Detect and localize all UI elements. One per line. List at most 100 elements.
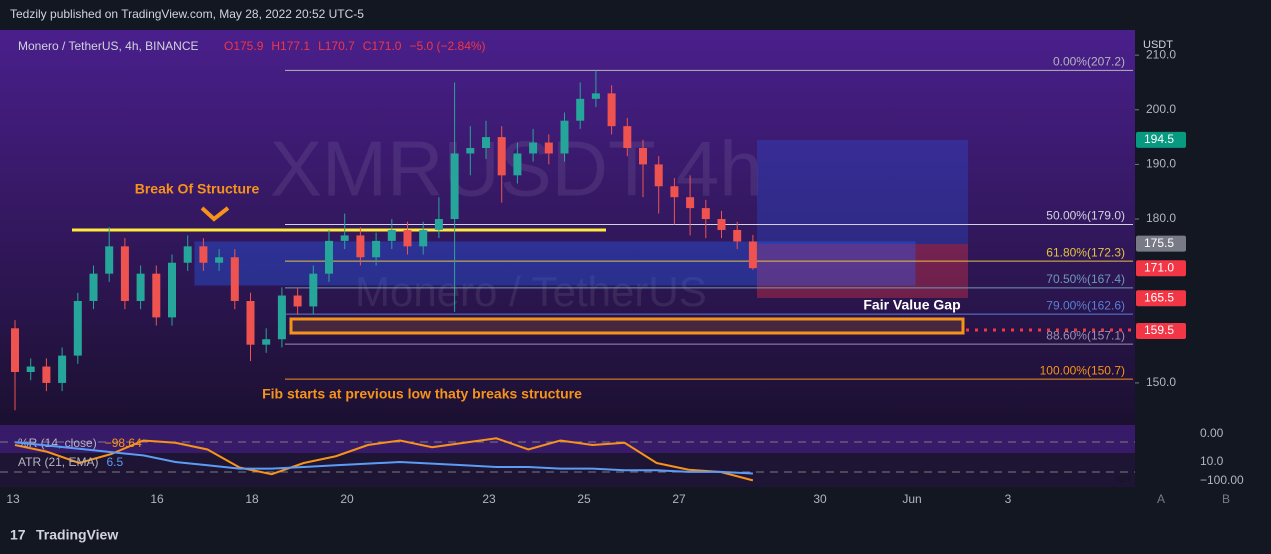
structure-box	[194, 241, 916, 286]
candle-body	[434, 219, 443, 230]
price-badge-label: 159.5	[1144, 323, 1174, 337]
fib-label: 88.60%(157.1)	[1046, 328, 1125, 342]
candle-body	[513, 153, 522, 176]
indicator-line	[14, 441, 753, 475]
candle-body	[230, 257, 239, 301]
bos-arrow	[200, 206, 230, 222]
indicator-axis-label: 0.00	[1200, 426, 1224, 440]
price-badge-label: 194.5	[1144, 132, 1174, 146]
legend-value: H177.1	[271, 39, 310, 53]
candle-body	[733, 229, 742, 242]
candle-body	[120, 246, 129, 301]
candle-body	[686, 197, 695, 209]
price-badge-label: 171.0	[1144, 260, 1174, 274]
candle-body	[717, 219, 726, 230]
candle-body	[152, 273, 161, 318]
fib-label: 100.00%(150.7)	[1040, 363, 1125, 377]
button[interactable]: A	[1157, 492, 1165, 506]
candle-body	[105, 246, 114, 274]
candle-body	[419, 229, 428, 247]
candle-body	[183, 246, 192, 263]
stop-zone	[757, 244, 968, 298]
candle-body	[591, 93, 600, 99]
candle-body	[136, 273, 145, 301]
fib-label: 70.50%(167.4)	[1046, 272, 1125, 286]
fib-label: 0.00%(207.2)	[1053, 55, 1125, 69]
footer: TradingView	[36, 527, 118, 543]
currency: USDT	[1143, 39, 1173, 51]
x-tick-label: 18	[245, 492, 259, 506]
candle-body	[654, 164, 663, 187]
price-badge-label: 175.5	[1144, 236, 1174, 250]
candle-body	[168, 262, 176, 318]
candle-body	[293, 295, 302, 307]
candle-body	[623, 126, 632, 149]
header: Tedzily published on TradingView.com, Ma…	[10, 7, 364, 21]
candle-body	[215, 257, 224, 263]
candle-body	[73, 300, 82, 356]
button[interactable]: B	[1222, 492, 1230, 506]
indicator-band	[0, 425, 1135, 453]
legend-title: Monero / TetherUS, 4h, BINANCE	[18, 39, 199, 53]
candle-body	[246, 300, 255, 345]
candle-body	[356, 235, 365, 258]
x-tick-label: 27	[672, 492, 686, 506]
candle-body	[482, 137, 490, 149]
candle-body	[387, 229, 396, 241]
indicator-value: 6.5	[106, 455, 123, 469]
fvg-box	[289, 317, 965, 335]
candle-body	[639, 148, 647, 165]
annotation: Break Of Structure	[135, 181, 260, 197]
watermark-sub: Monero / TetherUS	[355, 268, 707, 315]
indicator-tag: %R	[1115, 475, 1131, 486]
candle-body	[89, 273, 98, 301]
candle-body	[466, 148, 475, 154]
candle-body	[42, 366, 51, 383]
candle-body	[701, 208, 710, 220]
x-tick-label: 23	[482, 492, 496, 506]
legend-value: −5.0 (−2.84%)	[409, 39, 485, 53]
price-badge	[1136, 323, 1186, 340]
candle-body	[199, 246, 208, 263]
fib-label: 61.80%(172.3)	[1046, 245, 1125, 259]
annotation: Fair Value Gap	[863, 297, 960, 313]
indicator-axis-label: 10.0	[1200, 454, 1224, 468]
candle-body	[309, 273, 318, 307]
fib-label: 79.00%(162.6)	[1046, 298, 1125, 312]
legend-value: C171.0	[363, 39, 402, 53]
candle-body	[450, 153, 459, 220]
x-tick-label: 13	[6, 492, 20, 506]
indicator-name: %R (14, close)	[18, 436, 97, 450]
logo: 17	[10, 527, 26, 543]
annotation: Fib starts at previous low thaty breaks …	[262, 386, 582, 402]
fib-label: 50.00%(179.0)	[1046, 209, 1125, 223]
candle-body	[748, 241, 757, 269]
price-badge	[1136, 260, 1186, 277]
indicator-axis-label: −100.00	[1200, 473, 1244, 487]
y-tick-label: 210.0	[1146, 47, 1176, 61]
candle-body	[340, 235, 349, 241]
x-tick-label: 16	[150, 492, 164, 506]
legend-value: L170.7	[318, 39, 355, 53]
candle-body	[576, 98, 585, 121]
plot-area	[0, 30, 1135, 425]
x-tick-label: 25	[577, 492, 591, 506]
candle-body	[403, 229, 412, 247]
x-tick-label: Jun	[902, 492, 921, 506]
candle-body	[497, 137, 506, 176]
candle-body	[277, 295, 286, 340]
candle-body	[26, 366, 35, 373]
price-badge	[1136, 131, 1186, 148]
y-tick-label: 190.0	[1146, 157, 1176, 171]
y-tick-label: 200.0	[1146, 102, 1176, 116]
indicator-line	[14, 437, 754, 482]
candle-body	[372, 240, 381, 258]
x-tick-label: 20	[340, 492, 354, 506]
candle-body	[607, 93, 616, 127]
indicator-value: −98.64	[105, 436, 142, 450]
price-badge	[1136, 290, 1186, 307]
price-axis	[1135, 30, 1271, 487]
candle-body	[544, 142, 553, 154]
